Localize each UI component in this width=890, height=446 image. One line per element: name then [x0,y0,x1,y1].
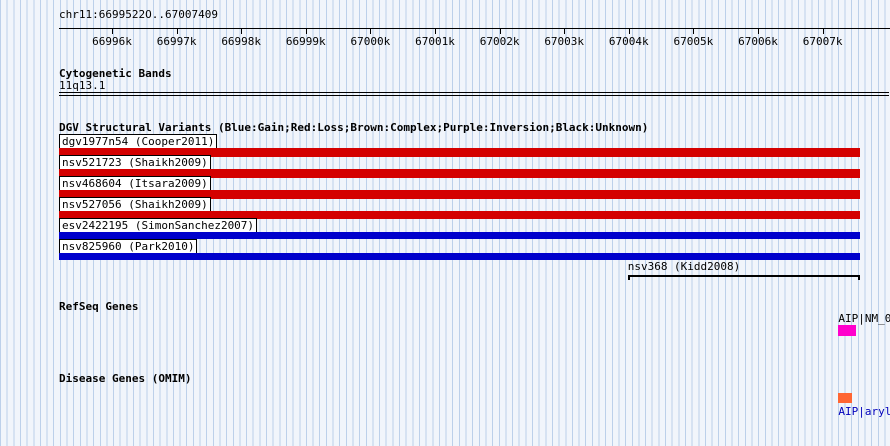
ruler-tick [499,28,501,34]
ruler-tick-label: 66999k [285,35,326,48]
variant-label[interactable]: nsv527056 (Shaikh2009) [59,197,211,212]
gene-label[interactable]: AIP|aryl [838,405,890,418]
variant-bar[interactable] [59,211,860,219]
variant-label[interactable]: nsv521723 (Shaikh2009) [59,155,211,170]
ruler-tick-label: 67000k [350,35,391,48]
ruler-tick-label: 67007k [802,35,843,48]
section-header-omim: Disease Genes (OMIM) [59,372,192,385]
variant-label[interactable]: nsv368 (Kidd2008) [627,260,741,273]
ruler-tick [628,28,630,34]
section-header-dgv: DGV Structural Variants (Blue:Gain;Red:L… [59,121,649,134]
ruler-tick-label: 67002k [479,35,520,48]
variant-bar[interactable] [59,253,860,260]
cytoband-label[interactable]: 11q13.1 [59,79,106,92]
gene-box[interactable] [838,393,852,403]
ruler-tick [305,28,307,34]
ruler-tick [693,28,695,34]
variant-label[interactable]: dgv1977n54 (Cooper2011) [59,134,218,149]
ruler-tick [564,28,566,34]
ruler-tick-label: 66996k [92,35,132,48]
gene-box[interactable] [838,325,856,336]
cytoband-track[interactable] [59,92,889,96]
ruler-tick [822,28,824,34]
region-title: chr11:6699522O..67007409 [59,8,218,21]
ruler-tick-label: 66998k [221,35,262,48]
variant-span-line[interactable] [627,275,860,280]
variant-bar[interactable] [59,148,860,157]
ruler-tick [112,28,113,34]
variant-bar[interactable] [59,190,860,199]
section-header-refseq: RefSeq Genes [59,300,139,313]
ruler-axis-line [59,28,890,29]
ruler-tick-label: 67004k [608,35,649,48]
ruler-tick-label: 67006k [738,35,778,48]
section-header-cytogenetic-bands: Cytogenetic Bands [59,67,172,80]
ruler-tick [176,28,178,34]
ruler-tick-label: 67003k [544,35,585,48]
ruler-tick [241,28,243,34]
ruler-tick [758,28,759,34]
variant-bar[interactable] [59,232,860,239]
variant-label[interactable]: nsv825960 (Park2010) [59,239,198,254]
gene-label[interactable]: AIP|NM_0 [838,312,890,325]
ruler-tick-label: 67001k [415,35,455,48]
variant-label[interactable]: nsv468604 (Itsara2009) [59,176,211,191]
variant-bar[interactable] [59,169,860,178]
variant-label[interactable]: esv2422195 (SimonSanchez2007) [59,218,258,233]
ruler-tick [435,28,436,34]
ruler-tick-label: 67005k [673,35,714,48]
ruler-tick-label: 66997k [156,35,197,48]
ruler-tick [370,28,372,34]
